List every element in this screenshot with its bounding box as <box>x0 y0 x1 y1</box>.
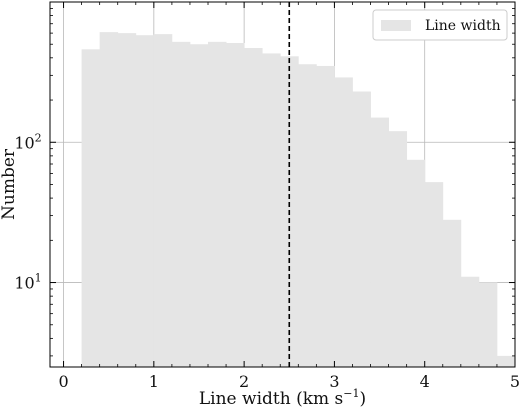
histogram-bar <box>153 34 173 368</box>
histogram-bar <box>117 33 137 367</box>
histogram-bar <box>298 64 317 368</box>
histogram-bar <box>334 77 353 367</box>
histogram-bar <box>208 41 227 368</box>
y-axis-label: Number <box>0 148 19 220</box>
y-tick-label: 102 <box>14 131 41 152</box>
histogram-bar <box>99 32 119 368</box>
histogram-bar <box>135 35 155 367</box>
histogram-bar <box>496 355 516 367</box>
x-axis-label: Line width (km s−1) <box>199 387 366 409</box>
legend-box <box>372 9 508 41</box>
histogram-bar <box>424 182 444 367</box>
legend-label: Line width <box>425 18 501 34</box>
x-tick-label: 0 <box>58 372 68 391</box>
histogram-bar <box>388 131 408 367</box>
x-tick-label: 3 <box>329 372 339 391</box>
histogram-bar <box>460 276 480 367</box>
histogram-bars <box>81 32 516 368</box>
histogram-bar <box>442 219 462 367</box>
histogram-bar <box>370 117 389 367</box>
axis-ticks: 0 1 2 3 4 5 101 102 <box>14 2 520 391</box>
x-tick-label: 2 <box>239 372 249 391</box>
histogram-bar <box>352 91 371 367</box>
histogram-bar <box>171 41 191 368</box>
x-axis-label-exponent: −1 <box>343 387 359 400</box>
y-tick-label: 101 <box>14 272 41 293</box>
x-tick-label: 5 <box>510 372 520 391</box>
histogram-bar <box>81 49 101 368</box>
histogram-bar <box>262 53 281 368</box>
x-tick-label: 4 <box>420 372 430 391</box>
legend-swatch <box>381 20 411 31</box>
x-tick-label: 1 <box>149 372 159 391</box>
histogram-bar <box>226 43 245 368</box>
legend: Line width <box>372 9 508 41</box>
histogram-bar <box>244 47 263 367</box>
histogram-bar <box>316 65 335 367</box>
histogram-bar <box>478 282 498 367</box>
x-axis-label-main: Line width (km s <box>199 389 343 409</box>
x-axis-label-suffix: ) <box>359 389 366 409</box>
histogram-bar <box>406 159 426 367</box>
histogram-bar <box>189 44 209 367</box>
